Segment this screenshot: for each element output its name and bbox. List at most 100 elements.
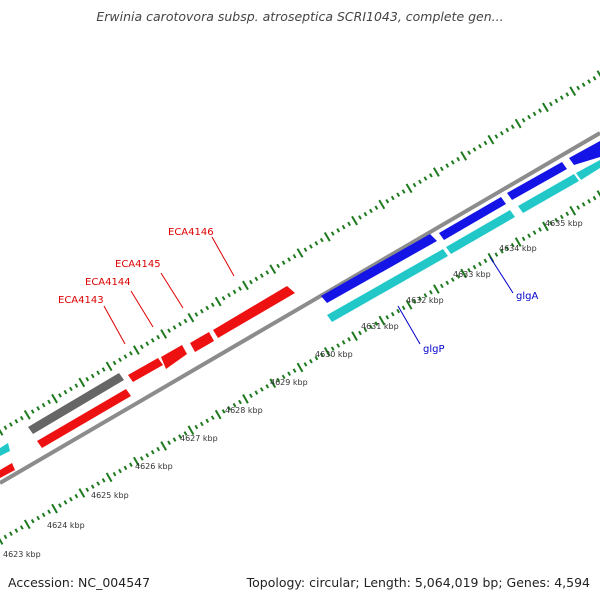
minor-tick	[450, 277, 455, 282]
gene-red-forward-3[interactable]	[190, 332, 214, 352]
gene-label-ECA4146[interactable]: ECA4146	[168, 227, 214, 238]
minor-tick	[205, 305, 210, 311]
gene-label-ECA4145[interactable]: ECA4145	[115, 259, 161, 270]
gene-blue-2[interactable]	[439, 197, 506, 240]
major-tick	[51, 503, 58, 514]
minor-tick	[347, 221, 351, 227]
minor-tick	[549, 101, 553, 107]
gene-red-forward-4[interactable]	[213, 286, 295, 338]
gene-cyan-left-edge[interactable]	[0, 443, 10, 456]
gene-red-forward-1[interactable]	[128, 358, 163, 382]
minor-tick	[319, 237, 324, 243]
minor-tick	[139, 344, 144, 350]
minor-tick	[265, 270, 270, 275]
minor-tick	[423, 176, 428, 181]
minor-tick	[363, 211, 368, 217]
minor-tick	[445, 163, 450, 168]
gene-cyan-4[interactable]	[576, 160, 600, 180]
scale-label: 4635 kbp	[545, 219, 583, 228]
minor-tick	[347, 337, 351, 342]
gene-blue-3[interactable]	[507, 162, 567, 200]
gene-cyan-1[interactable]	[327, 249, 448, 322]
major-tick	[405, 299, 413, 310]
minor-tick	[423, 293, 428, 298]
minor-tick	[418, 296, 422, 301]
minor-tick	[129, 462, 133, 467]
minor-tick	[101, 367, 106, 372]
major-tick	[187, 312, 195, 323]
minor-tick	[369, 208, 373, 214]
minor-tick	[576, 85, 581, 91]
minor-tick	[30, 518, 35, 524]
minor-tick	[587, 79, 591, 84]
major-tick	[460, 151, 468, 161]
minor-tick	[374, 205, 379, 210]
gene-label-ECA4144[interactable]: ECA4144	[85, 277, 131, 288]
gene-cyan-3[interactable]	[518, 174, 579, 213]
major-tick	[542, 102, 549, 113]
minor-tick	[74, 493, 79, 499]
minor-tick	[532, 230, 537, 235]
minor-tick	[510, 124, 515, 130]
minor-tick	[156, 446, 161, 452]
minor-tick	[276, 377, 281, 383]
minor-tick	[118, 357, 122, 363]
minor-tick	[36, 515, 41, 521]
scale-label: 4627 kbp	[180, 434, 218, 443]
minor-tick	[418, 179, 422, 185]
genome-backbone	[0, 131, 600, 485]
gene-label-ECA4143[interactable]: ECA4143	[58, 295, 104, 306]
minor-tick	[112, 360, 117, 366]
minor-tick	[287, 257, 291, 262]
gene-red-forward-2[interactable]	[161, 345, 187, 369]
gene-red-reverse[interactable]	[37, 389, 131, 448]
minor-tick	[390, 195, 395, 201]
gene-label-glgA[interactable]: glgA	[516, 291, 538, 302]
scale-label: 4626 kbp	[135, 462, 173, 471]
gene-label-glgP[interactable]: glgP	[423, 344, 445, 355]
gene-gray[interactable]	[28, 373, 124, 434]
minor-tick	[303, 362, 308, 367]
scale-label: 4623 kbp	[3, 550, 41, 559]
minor-tick	[527, 233, 531, 239]
major-tick	[596, 70, 600, 77]
minor-tick	[401, 305, 406, 311]
scale-label: 4630 kbp	[315, 350, 353, 359]
minor-tick	[576, 205, 581, 210]
minor-tick	[303, 247, 308, 252]
minor-tick	[194, 312, 199, 317]
gene-blue-1[interactable]	[321, 234, 437, 303]
major-tick	[269, 264, 277, 274]
leader-glgP	[397, 305, 421, 345]
major-tick	[405, 183, 413, 194]
scale-label: 4633 kbp	[453, 270, 491, 279]
minor-tick	[314, 241, 319, 246]
minor-tick	[581, 82, 586, 87]
minor-tick	[90, 373, 95, 379]
major-tick	[133, 456, 140, 467]
minor-tick	[259, 273, 264, 278]
minor-tick	[467, 150, 471, 155]
minor-tick	[238, 286, 242, 291]
leader-ECA4143	[103, 305, 126, 345]
minor-tick	[205, 418, 210, 424]
reverse-strand-genes	[0, 160, 600, 478]
minor-tick	[472, 264, 477, 270]
minor-tick	[385, 315, 390, 320]
topology-summary: Topology: circular; Length: 5,064,019 bp…	[246, 575, 590, 590]
minor-tick	[9, 531, 13, 536]
minor-tick	[581, 202, 586, 207]
minor-tick	[467, 268, 471, 273]
gene-cyan-2[interactable]	[446, 210, 515, 254]
gene-blue-4[interactable]	[569, 141, 600, 165]
minor-tick	[309, 244, 313, 249]
minor-tick	[129, 351, 133, 356]
major-tick	[569, 86, 577, 96]
minor-tick	[309, 358, 313, 364]
minor-tick	[14, 528, 19, 533]
gene-red-left-edge[interactable]	[0, 463, 15, 478]
minor-tick	[123, 354, 128, 359]
minor-tick	[538, 227, 542, 232]
minor-tick	[96, 481, 101, 486]
